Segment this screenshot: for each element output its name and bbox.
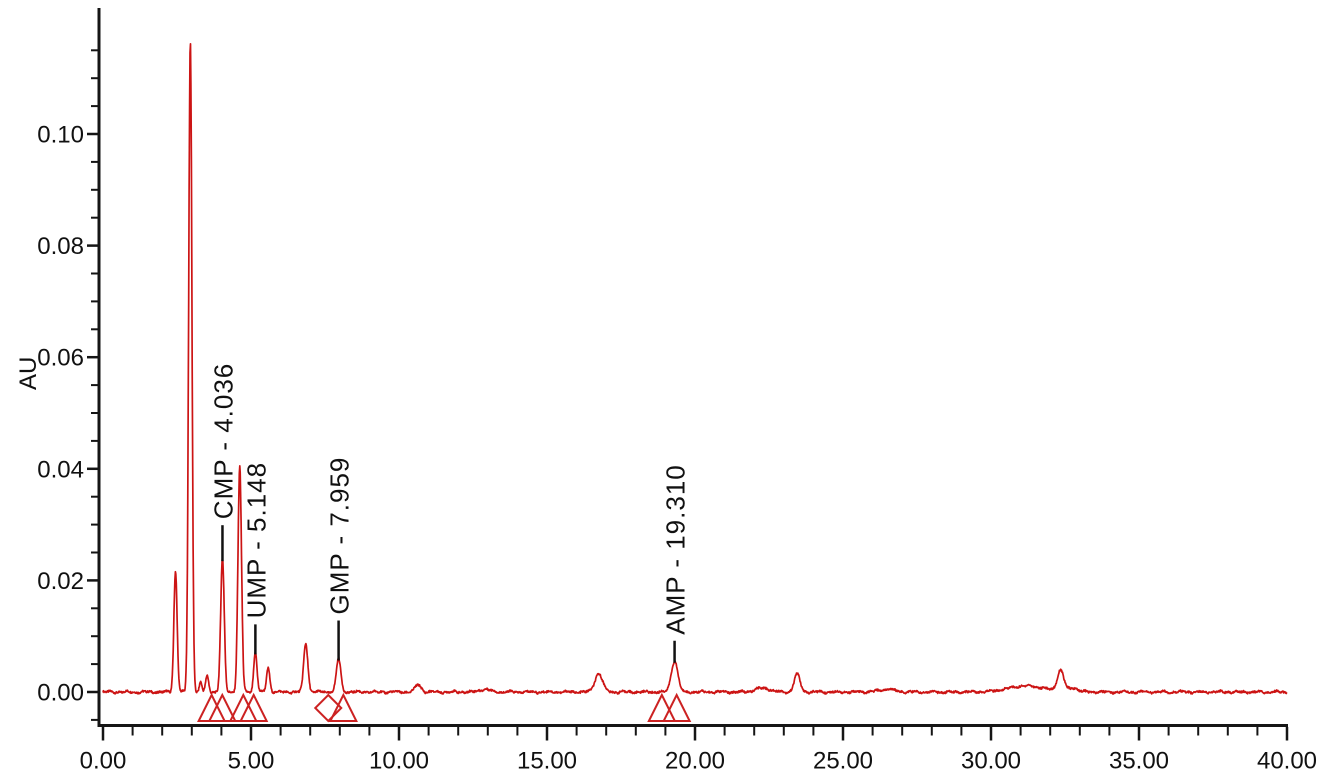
integration-triangle-marker (239, 692, 269, 722)
y-axis-tick-label: 0.00 (37, 680, 84, 707)
peak-label-gmp: GMP - 7.959 (325, 457, 355, 615)
axis-titles: AU (15, 357, 42, 390)
peak-label-ump: UMP - 5.148 (241, 462, 271, 618)
y-axis-tick-label: 0.02 (37, 568, 84, 595)
x-axis-tick-label: 10.00 (369, 748, 429, 775)
x-axis-tick-label: 35.00 (1109, 748, 1169, 775)
y-axis-tick-label: 0.06 (37, 345, 84, 372)
x-axis-tick-label: 5.00 (228, 748, 275, 775)
x-axis-tick-label: 20.00 (665, 748, 725, 775)
integration-triangle-marker (328, 692, 358, 722)
axes (97, 8, 1288, 727)
integration-triangle-marker (207, 692, 237, 722)
y-axis-tick-label: 0.04 (37, 456, 84, 483)
x-axis-tick-label: 25.00 (813, 748, 873, 775)
x-axis-tick-label: 15.00 (517, 748, 577, 775)
y-axis-tick-label: 0.08 (37, 233, 84, 260)
x-axis-tick-label: 30.00 (961, 748, 1021, 775)
integration-markers (197, 692, 692, 723)
y-axis-tick-label: 0.10 (37, 122, 84, 149)
trace-series (102, 42, 1288, 695)
x-axis-tick-label: 0.00 (80, 748, 127, 775)
integration-triangle-marker (662, 692, 692, 722)
integration-triangle-marker (647, 692, 677, 722)
chromatogram-trace (102, 42, 1288, 695)
integration-diamond-marker (313, 693, 343, 723)
axis-tick-labels: 0.00 0.02 0.04 0.06 0.08 0.10 0.00 5.00 10.00 15.… (37, 122, 1317, 775)
peak-label-cmp: CMP - 4.036 (208, 363, 238, 519)
peak-label-amp: AMP - 19.310 (661, 464, 691, 635)
y-axis-title: AU (15, 357, 42, 390)
axis-ticks (87, 49, 1289, 741)
x-axis-tick-label: 40.00 (1257, 748, 1317, 775)
